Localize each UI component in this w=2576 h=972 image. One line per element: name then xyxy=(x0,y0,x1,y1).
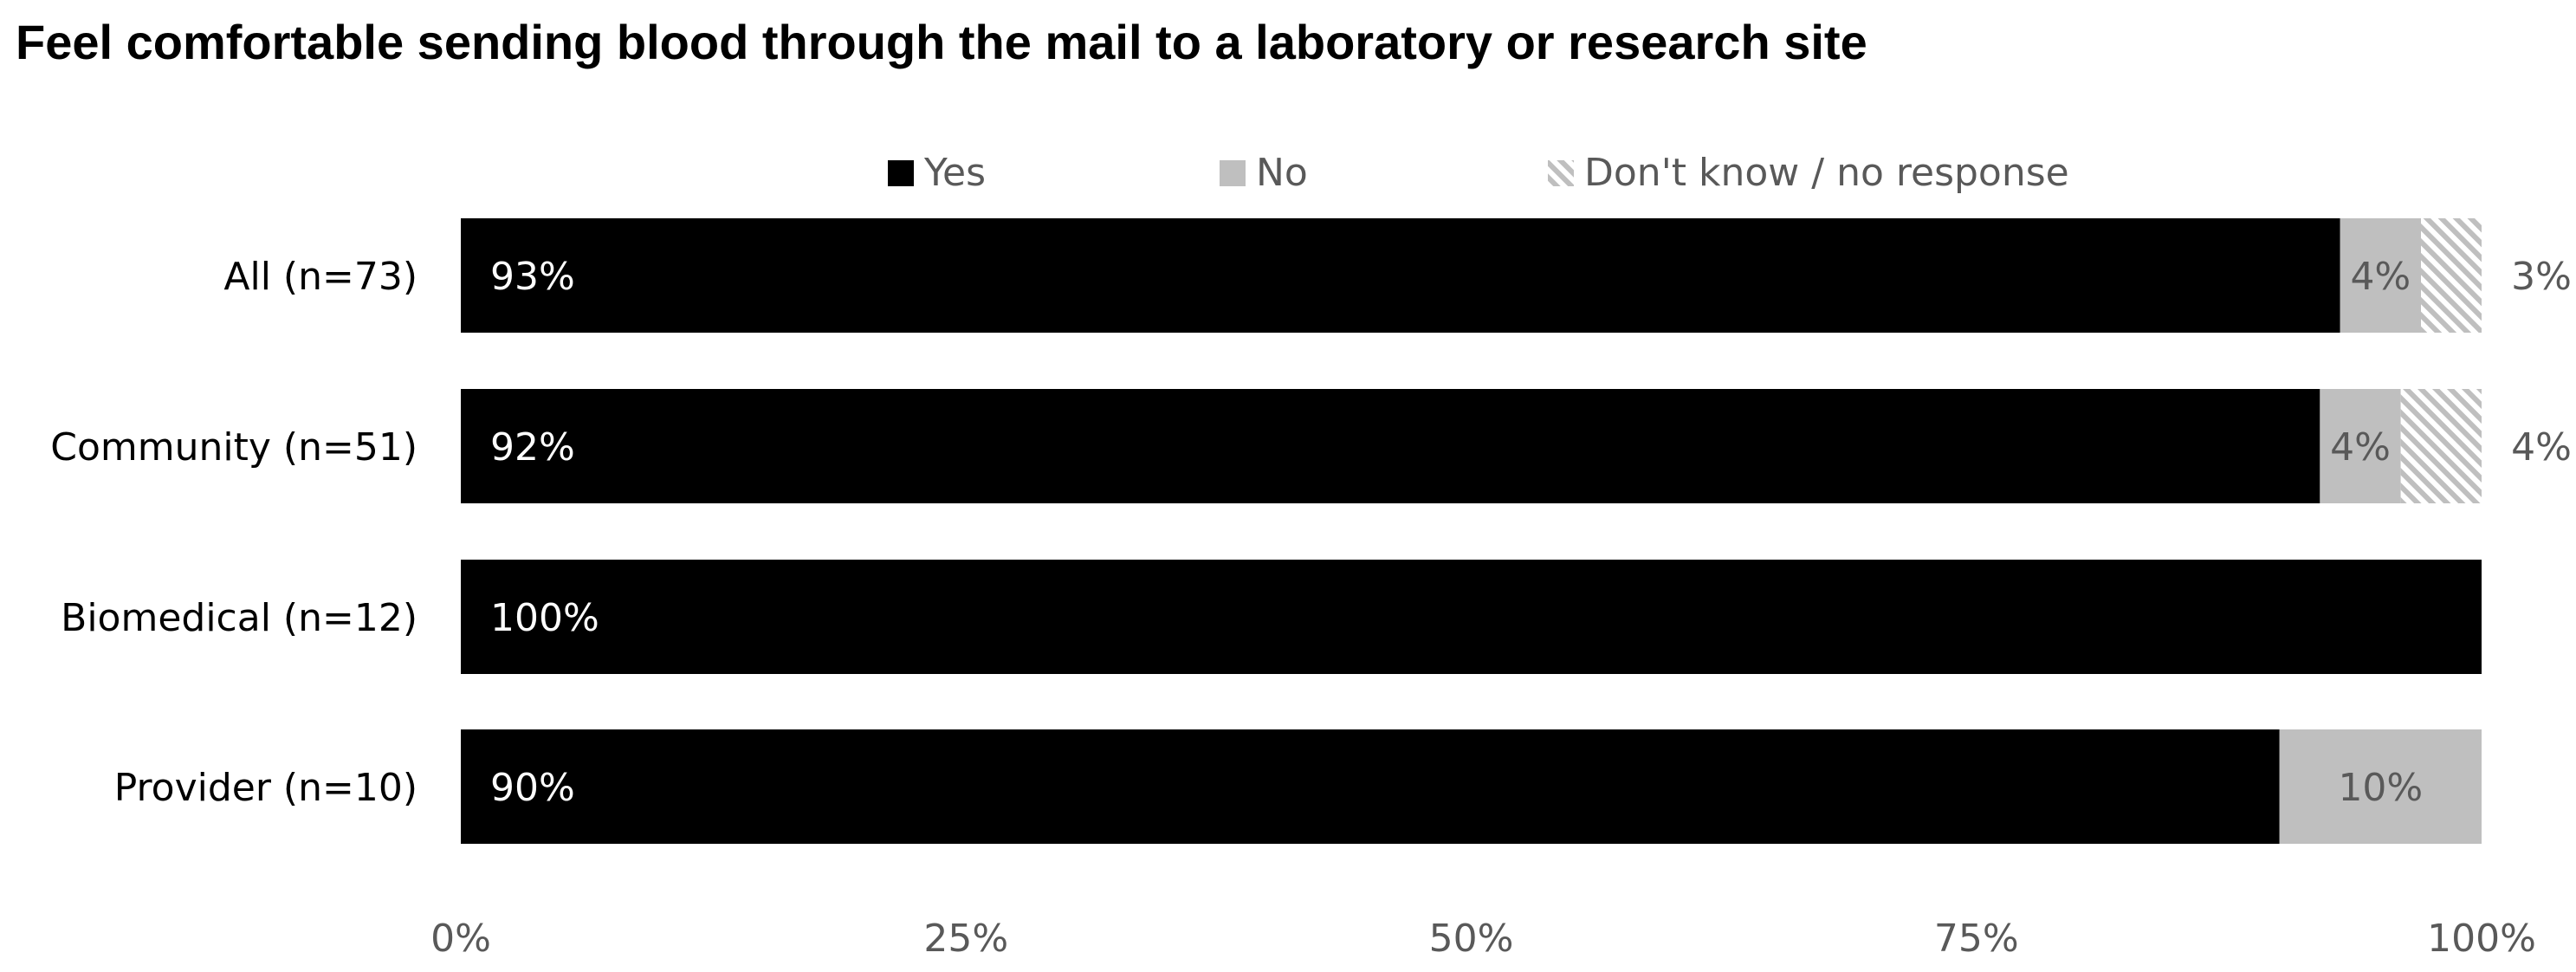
x-tick-label-25: 25% xyxy=(923,917,1008,961)
category-label-provider-n-10: Provider (n=10) xyxy=(114,766,417,810)
data-label-yes-community-n-51: 92% xyxy=(490,425,575,470)
x-tick-label-0: 0% xyxy=(430,917,491,961)
x-axis-tick-labels: 0% 25% 50% 75% 100% xyxy=(430,917,2536,961)
category-labels: All (n=73) Community (n=51) Biomedical (n=… xyxy=(50,255,417,810)
category-label-all-n-73: All (n=73) xyxy=(223,255,417,299)
legend-label-don-t-know-no-response: Don't know / no response xyxy=(1584,151,2069,195)
category-label-community-n-51: Community (n=51) xyxy=(50,425,417,470)
bar-no-provider-n-10 xyxy=(2279,729,2482,844)
legend-swatch-don-t-know-no-response xyxy=(1548,160,1574,186)
x-tick-label-100: 100% xyxy=(2427,917,2536,961)
bar-don-t-know-no-response-community-n-51 xyxy=(2400,389,2482,503)
bar-yes-community-n-51 xyxy=(461,389,2320,503)
data-label-yes-biomedical-n-12: 100% xyxy=(490,596,599,640)
x-tick-label-75: 75% xyxy=(1934,917,2019,961)
chart-title: Feel comfortable sending blood through t… xyxy=(16,15,1867,69)
data-label-yes-provider-n-10: 90% xyxy=(490,766,575,810)
legend-swatch-no xyxy=(1220,160,1246,186)
bar-don-t-know-no-response-all-n-73 xyxy=(2421,218,2482,333)
data-label-no-provider-n-10: 10% xyxy=(2338,766,2423,810)
bar-no-all-n-73 xyxy=(2340,218,2422,333)
data-label-no-community-n-51: 4% xyxy=(2330,425,2391,470)
category-label-biomedical-n-12: Biomedical (n=12) xyxy=(61,596,417,640)
x-tick-label-50: 50% xyxy=(1429,917,1514,961)
legend-swatch-yes xyxy=(888,160,914,186)
bar-no-community-n-51 xyxy=(2320,389,2401,503)
data-label-don-t-know-no-response-community-n-51: 4% xyxy=(2511,425,2572,470)
bar-yes-all-n-73 xyxy=(461,218,2340,333)
data-label-no-all-n-73: 4% xyxy=(2350,255,2411,299)
legend-label-yes: Yes xyxy=(923,151,986,195)
data-label-don-t-know-no-response-all-n-73: 3% xyxy=(2511,255,2572,299)
legend-label-no: No xyxy=(1256,151,1308,195)
bar-yes-biomedical-n-12 xyxy=(461,560,2482,674)
bars: 93% 4% 3% 92% 4% 4% 100% 90% 10% xyxy=(461,218,2572,844)
data-label-yes-all-n-73: 93% xyxy=(490,255,575,299)
legend: Yes No Don't know / no response xyxy=(888,151,2069,195)
bar-yes-provider-n-10 xyxy=(461,729,2280,844)
